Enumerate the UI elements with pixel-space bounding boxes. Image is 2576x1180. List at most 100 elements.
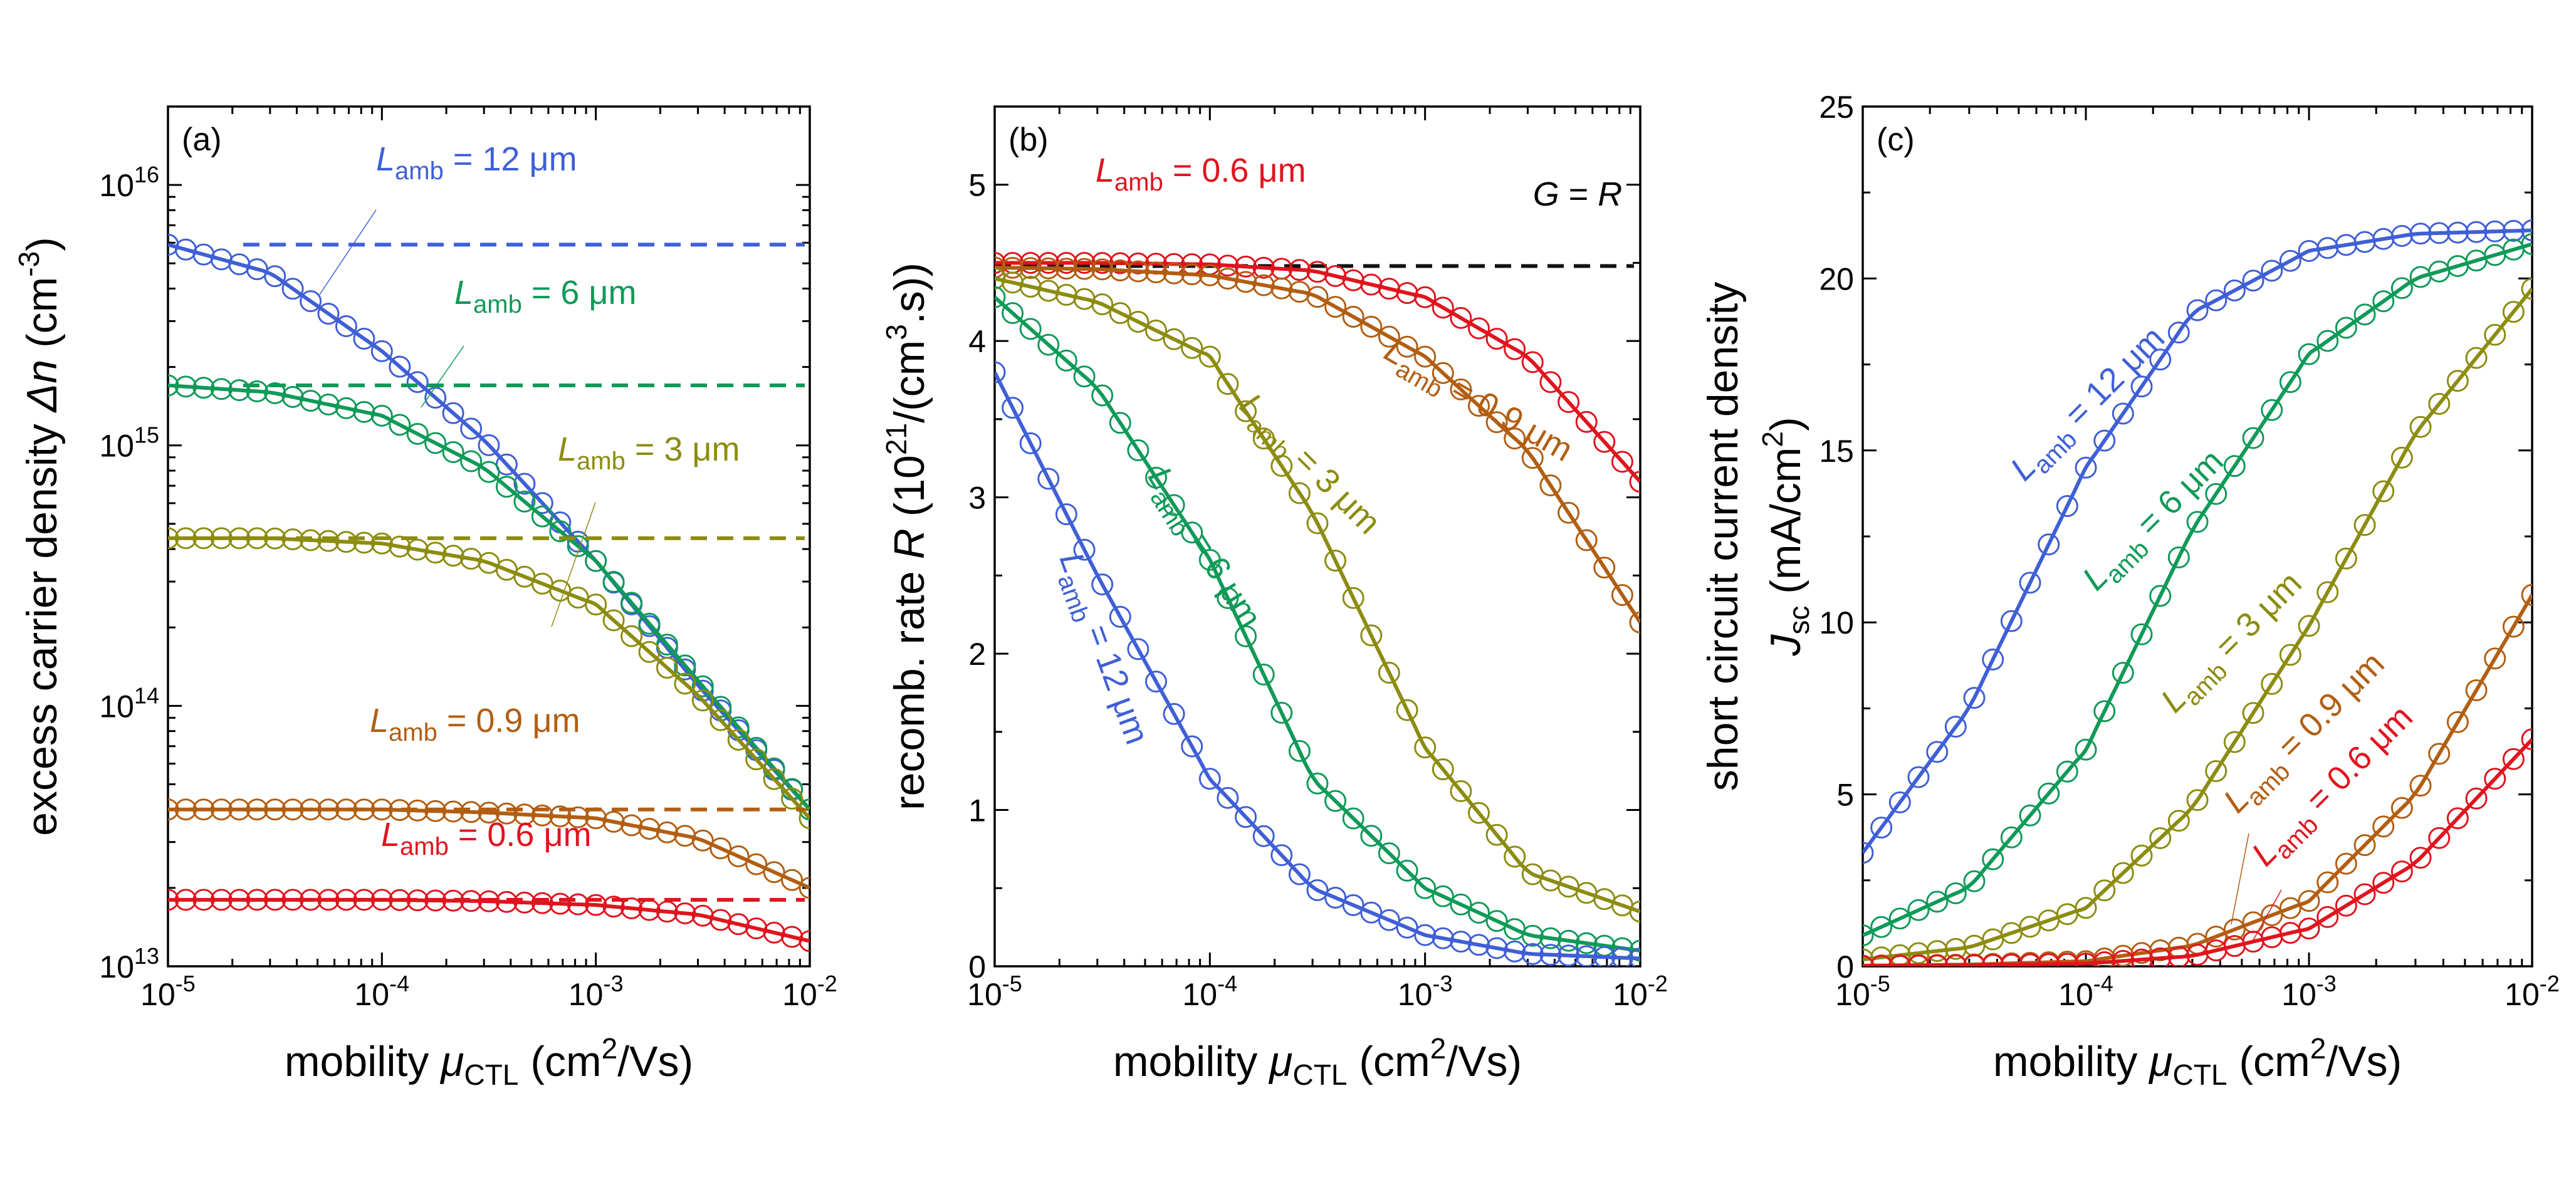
- data-point: [1270, 454, 1293, 477]
- data-point: [2317, 330, 2339, 352]
- data-point: [2465, 347, 2488, 369]
- data-point: [281, 798, 304, 821]
- data-point: [1521, 351, 1544, 373]
- data-point: [1306, 772, 1329, 795]
- data-point: [2279, 897, 2301, 919]
- panel-label: (b): [1008, 122, 1049, 158]
- data-point: [2112, 402, 2134, 425]
- series-curve: [1863, 228, 2532, 854]
- data-point: [602, 810, 625, 833]
- data-point: [1055, 503, 1077, 526]
- data-point: [1073, 538, 1096, 561]
- data-point: [2167, 810, 2190, 832]
- data-point: [531, 804, 553, 827]
- series-curve: [995, 265, 1640, 624]
- data-point: [2149, 827, 2172, 849]
- data-point: [1396, 699, 1418, 721]
- data-point: [2390, 225, 2413, 247]
- y-tick-label: 1013: [99, 943, 159, 984]
- data-point: [1629, 901, 1640, 923]
- data-point: [2317, 871, 2339, 894]
- data-point: [1593, 431, 1616, 453]
- data-point: [168, 889, 179, 911]
- data-point: [2167, 946, 2190, 966]
- series-curve: [995, 261, 1640, 483]
- data-point: [602, 609, 625, 632]
- data-point: [2446, 711, 2469, 733]
- series-3: [995, 267, 1640, 923]
- data-point: [1091, 258, 1114, 281]
- data-point: [2242, 269, 2264, 292]
- data-point: [2093, 700, 2116, 723]
- data-point: [389, 799, 411, 822]
- data-point: [1907, 766, 1930, 788]
- data-point: [1504, 338, 1526, 360]
- data-point: [2317, 581, 2339, 603]
- data-point: [2372, 227, 2395, 250]
- data-point: [317, 798, 340, 821]
- data-point: [2353, 514, 2376, 536]
- data-point: [2409, 775, 2432, 797]
- x-tick-label: 10-5: [140, 971, 196, 1012]
- data-point: [281, 278, 304, 300]
- data-point: [317, 530, 340, 552]
- data-point: [1558, 944, 1580, 966]
- data-point: [210, 378, 233, 400]
- data-point: [1432, 362, 1454, 384]
- data-point: [2186, 299, 2209, 321]
- data-point: [168, 798, 179, 821]
- data-point: [2075, 953, 2097, 966]
- panel-label: (c): [1877, 122, 1915, 158]
- data-point: [2353, 883, 2376, 906]
- data-point: [495, 890, 518, 913]
- data-point: [1091, 384, 1114, 407]
- data-point: [2298, 890, 2320, 912]
- data-point: [2167, 546, 2190, 568]
- data-point: [1870, 817, 1893, 839]
- data-point: [2298, 917, 2320, 940]
- data-point: [1944, 716, 1967, 738]
- data-point: [638, 640, 661, 663]
- data-point: [1109, 605, 1131, 628]
- data-point: [1252, 663, 1275, 686]
- data-point: [2056, 495, 2078, 517]
- data-point: [2056, 953, 2078, 966]
- series-curve: [995, 296, 1640, 953]
- data-point: [1198, 768, 1221, 790]
- data-point: [2130, 844, 2153, 867]
- data-point: [531, 492, 553, 514]
- data-point: [1235, 271, 1257, 293]
- series-curve: [168, 384, 810, 811]
- data-point: [1378, 662, 1400, 684]
- data-point: [1485, 823, 1508, 846]
- data-point: [1019, 276, 1042, 298]
- series-2: [1863, 233, 2532, 947]
- data-point: [1002, 256, 1024, 279]
- data-point: [2521, 219, 2532, 242]
- data-point: [1450, 893, 1472, 916]
- data-point: [1163, 262, 1185, 285]
- data-point: [2038, 953, 2060, 966]
- data-point: [1629, 611, 1640, 634]
- data-point: [300, 529, 322, 551]
- data-point: [549, 892, 572, 915]
- data-point: [1629, 471, 1640, 493]
- data-point: [370, 532, 393, 555]
- y-tick-label: 1014: [99, 682, 159, 724]
- data-point: [442, 800, 464, 823]
- data-point: [798, 930, 810, 953]
- data-point: [1558, 929, 1580, 952]
- data-point: [763, 861, 785, 884]
- data-point: [691, 689, 714, 712]
- series-label: Lamb = 6 μm: [454, 274, 637, 318]
- y-axis-title-line1: short circuit current density: [1699, 282, 1747, 791]
- data-point: [2019, 804, 2041, 827]
- data-point: [335, 531, 357, 553]
- series-label: Lamb = 3 μm: [558, 431, 740, 475]
- data-point: [2335, 852, 2357, 875]
- data-point: [1396, 859, 1418, 882]
- data-point: [691, 904, 714, 927]
- data-point: [264, 798, 286, 821]
- data-point: [1982, 954, 2004, 966]
- data-point: [727, 913, 750, 936]
